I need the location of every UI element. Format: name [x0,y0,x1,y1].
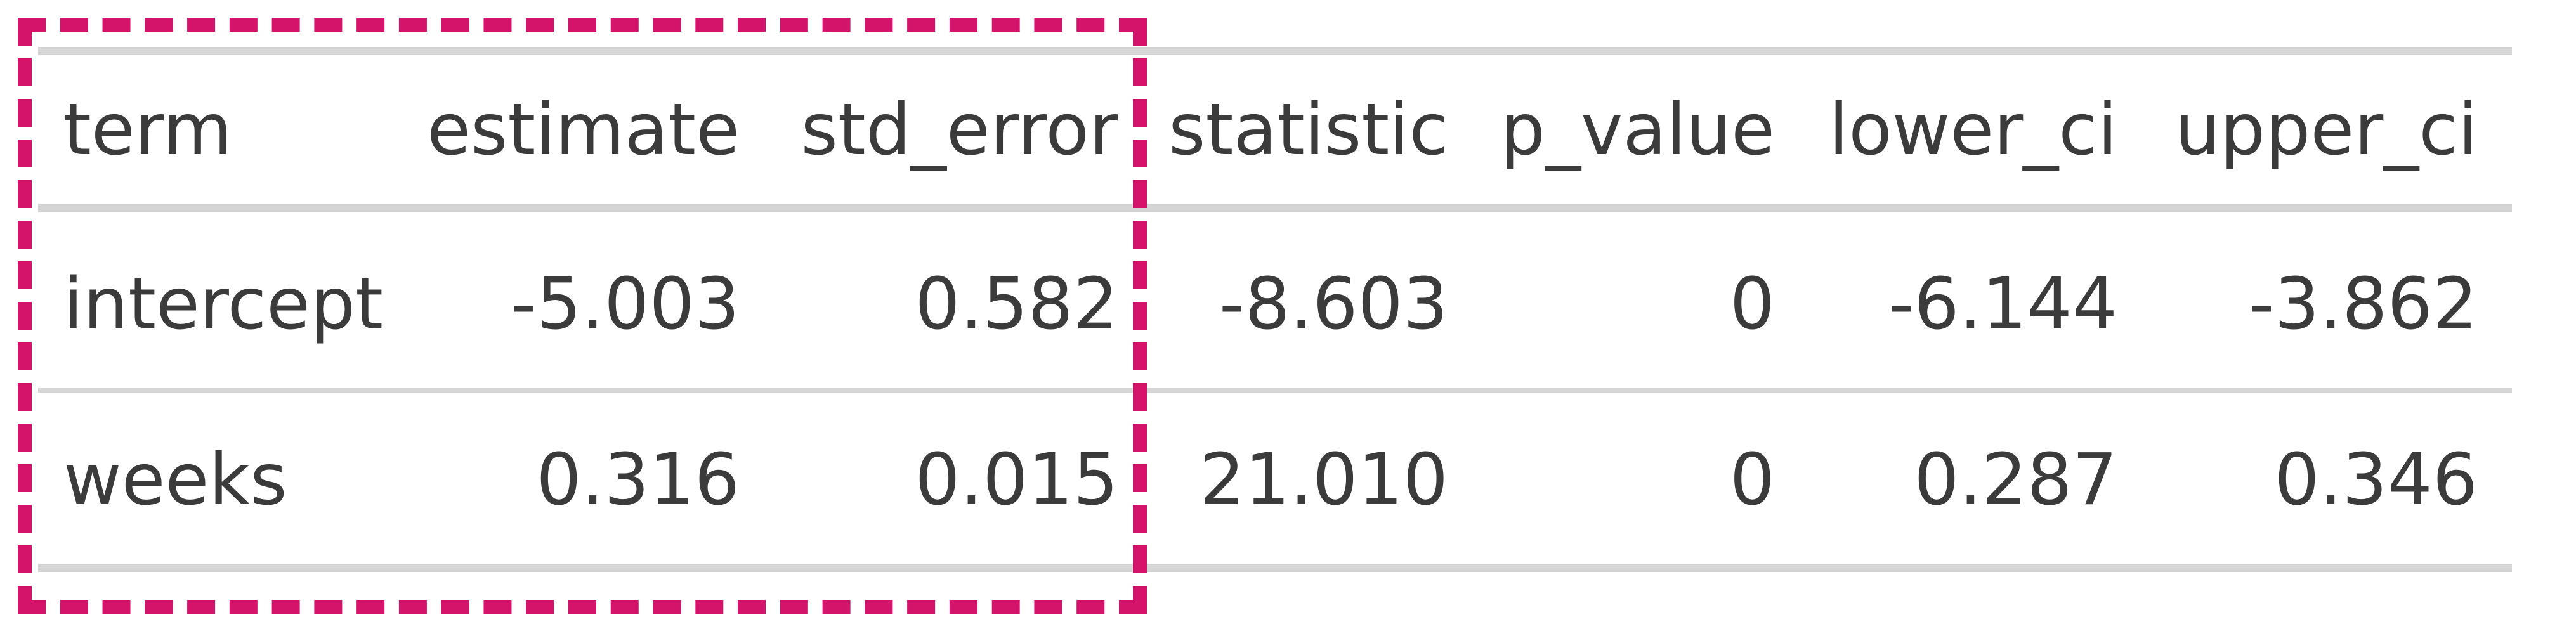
cell-upper-ci: 0.346 [2274,439,2478,521]
col-header-lower-ci: lower_ci [1829,89,2117,171]
col-header-std-error: std_error [801,89,1119,171]
cell-lower-ci: -6.144 [1888,263,2117,346]
cell-p-value: 0 [1729,439,1775,521]
cell-p-value: 0 [1729,263,1775,346]
cell-std-error: 0.582 [915,263,1118,346]
cell-term: intercept [63,263,383,346]
row-divider [38,388,2512,393]
highlight-box [18,18,1147,614]
table-bottom-rule [38,564,2512,572]
cell-upper-ci: -3.862 [2248,263,2478,346]
col-header-upper-ci: upper_ci [2175,89,2478,171]
header-bottom-rule [38,204,2512,212]
col-header-term: term [63,89,232,171]
cell-std-error: 0.015 [915,439,1118,521]
col-header-statistic: statistic [1168,89,1448,171]
cell-statistic: 21.010 [1200,439,1448,521]
cell-estimate: -5.003 [510,263,740,346]
cell-estimate: 0.316 [536,439,740,521]
col-header-estimate: estimate [427,89,740,171]
cell-statistic: -8.603 [1219,263,1448,346]
table-top-rule [38,47,2512,55]
cell-lower-ci: 0.287 [1914,439,2117,521]
col-header-p-value: p_value [1500,89,1775,171]
cell-term: weeks [63,439,287,521]
